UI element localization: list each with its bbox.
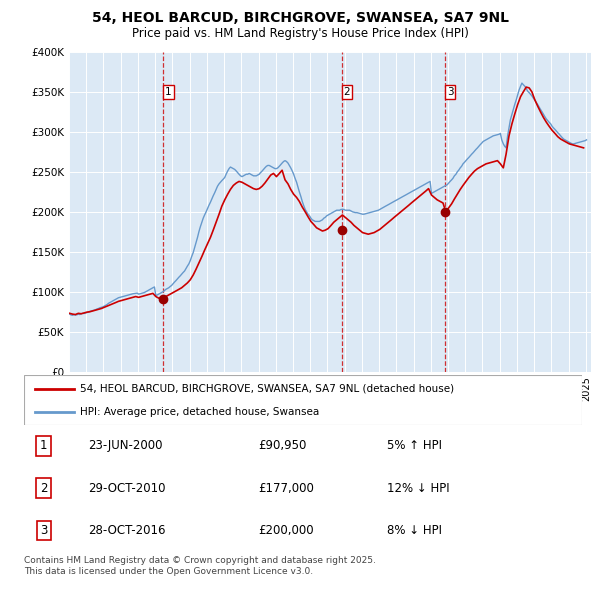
Text: £200,000: £200,000 bbox=[259, 524, 314, 537]
Text: 54, HEOL BARCUD, BIRCHGROVE, SWANSEA, SA7 9NL: 54, HEOL BARCUD, BIRCHGROVE, SWANSEA, SA… bbox=[91, 11, 509, 25]
Text: 3: 3 bbox=[40, 524, 47, 537]
Text: 54, HEOL BARCUD, BIRCHGROVE, SWANSEA, SA7 9NL (detached house): 54, HEOL BARCUD, BIRCHGROVE, SWANSEA, SA… bbox=[80, 384, 454, 394]
Text: HPI: Average price, detached house, Swansea: HPI: Average price, detached house, Swan… bbox=[80, 407, 319, 417]
Text: £177,000: £177,000 bbox=[259, 481, 314, 495]
Text: 3: 3 bbox=[447, 87, 454, 97]
Text: 8% ↓ HPI: 8% ↓ HPI bbox=[387, 524, 442, 537]
Text: 29-OCT-2010: 29-OCT-2010 bbox=[88, 481, 166, 495]
Text: 1: 1 bbox=[165, 87, 172, 97]
Text: £90,950: £90,950 bbox=[259, 440, 307, 453]
Text: 5% ↑ HPI: 5% ↑ HPI bbox=[387, 440, 442, 453]
Text: Price paid vs. HM Land Registry's House Price Index (HPI): Price paid vs. HM Land Registry's House … bbox=[131, 28, 469, 41]
Text: 2: 2 bbox=[40, 481, 47, 495]
FancyBboxPatch shape bbox=[24, 375, 582, 425]
Text: 23-JUN-2000: 23-JUN-2000 bbox=[88, 440, 163, 453]
Text: 28-OCT-2016: 28-OCT-2016 bbox=[88, 524, 166, 537]
Text: 1: 1 bbox=[40, 440, 47, 453]
Text: Contains HM Land Registry data © Crown copyright and database right 2025.
This d: Contains HM Land Registry data © Crown c… bbox=[24, 556, 376, 576]
Text: 2: 2 bbox=[343, 87, 350, 97]
Text: 12% ↓ HPI: 12% ↓ HPI bbox=[387, 481, 449, 495]
